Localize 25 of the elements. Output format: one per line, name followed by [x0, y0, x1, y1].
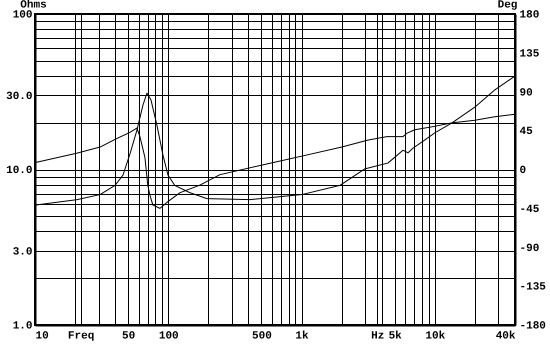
y-tick-label: 10.0	[6, 165, 32, 177]
x-tick-label: 10k	[425, 330, 446, 342]
x-tick-label: Freq	[68, 330, 94, 342]
x-tick-label: 40k	[496, 330, 516, 342]
y2-tick-label: 135	[520, 48, 540, 60]
x-tick-label: 1k	[295, 330, 310, 342]
y-tick-label: 1.0	[12, 320, 32, 332]
y-tick-label: 3.0	[12, 246, 32, 258]
x-tick-label: 100	[158, 330, 179, 342]
y2-tick-label: -135	[520, 282, 546, 294]
x-tick-label: 5k	[388, 330, 402, 342]
y2-tick-label: 90	[520, 87, 533, 100]
y2-tick-label: 45	[520, 126, 534, 138]
y2-tick-label: -45	[520, 204, 540, 216]
x-tick-label: 10	[36, 330, 49, 342]
y-tick-label: 100	[12, 10, 32, 22]
y2-tick-label: -180	[520, 320, 546, 332]
y2-tick-label: -90	[520, 242, 540, 255]
y2-tick-label: 0	[520, 165, 526, 177]
y-tick-label: 30.0	[6, 90, 32, 103]
y2-tick-label: 180	[520, 10, 540, 22]
x-tick-label: 500	[252, 330, 272, 342]
x-tick-label: Hz	[371, 330, 384, 342]
x-tick-label: 50	[122, 330, 136, 342]
y2-axis-title: Deg	[498, 0, 518, 12]
